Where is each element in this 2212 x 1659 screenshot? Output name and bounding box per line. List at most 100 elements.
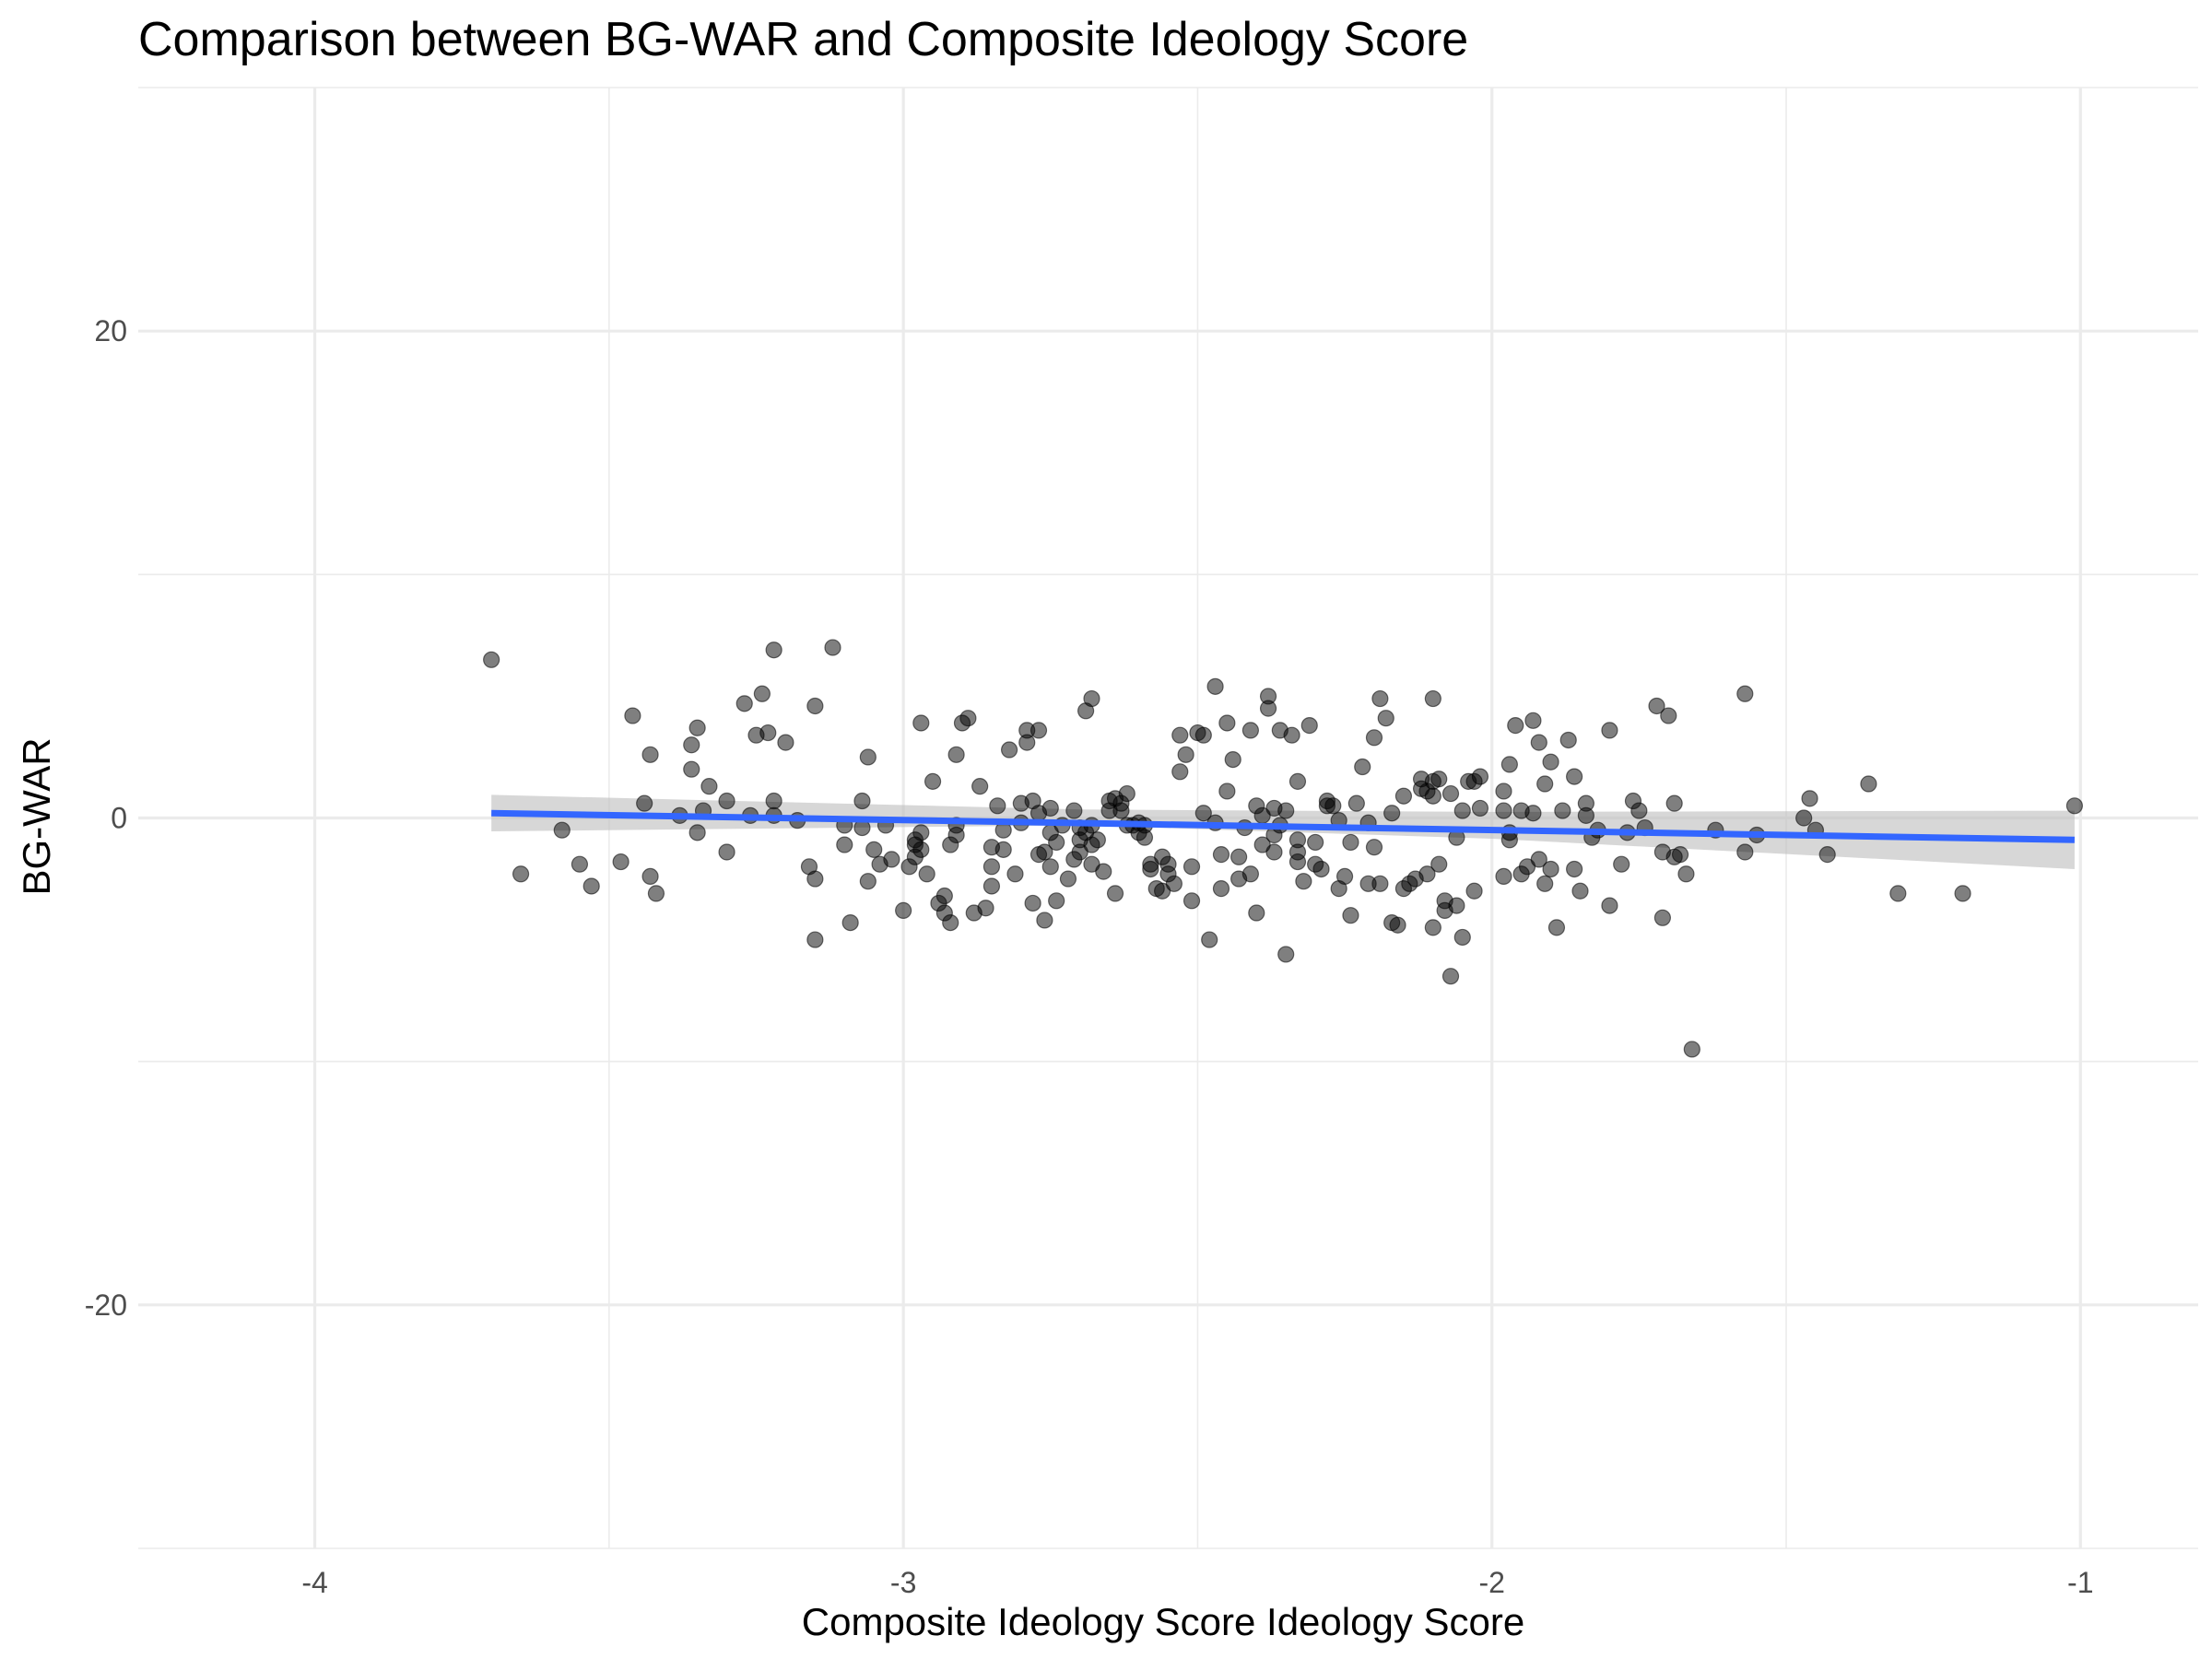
data-point <box>1613 855 1630 873</box>
data-point <box>1601 897 1618 914</box>
data-point <box>1377 710 1394 727</box>
data-point <box>982 877 1001 895</box>
data-point <box>1218 714 1236 732</box>
data-point <box>1307 833 1324 852</box>
data-point <box>895 901 912 919</box>
data-point <box>1495 782 1512 800</box>
data-point <box>735 695 753 712</box>
data-point <box>1448 897 1465 914</box>
data-point <box>1559 731 1577 749</box>
data-point <box>859 748 877 766</box>
data-point <box>1048 892 1065 910</box>
data-point <box>1577 806 1594 824</box>
data-point <box>647 885 665 902</box>
data-point <box>853 792 871 810</box>
data-point <box>1212 880 1230 898</box>
tick-labels: -4 -3 -2 -1 -20 0 20 <box>85 314 2094 1599</box>
data-point <box>1365 729 1383 747</box>
data-point <box>1571 882 1589 900</box>
data-point <box>1471 799 1489 818</box>
data-point <box>1536 775 1554 793</box>
data-point <box>765 641 782 659</box>
data-point <box>1736 685 1754 702</box>
data-point <box>1554 802 1571 819</box>
data-point <box>1024 894 1041 912</box>
data-point <box>1465 882 1483 900</box>
data-point <box>1241 722 1260 739</box>
data-point <box>1182 892 1201 910</box>
trend-line <box>491 809 2075 843</box>
data-point <box>1536 875 1554 892</box>
data-point <box>971 778 989 795</box>
x-tick-label: -4 <box>301 1566 327 1599</box>
data-point <box>1795 809 1813 827</box>
data-point <box>1030 722 1048 739</box>
data-point <box>1430 855 1448 873</box>
data-point <box>1283 726 1300 744</box>
data-point <box>1277 802 1295 819</box>
data-point <box>1041 799 1059 818</box>
data-point <box>1418 865 1436 883</box>
data-point <box>718 792 735 810</box>
data-point <box>1342 833 1359 852</box>
data-point <box>824 639 841 656</box>
data-point <box>1342 907 1359 924</box>
data-point <box>912 824 930 841</box>
data-point <box>1347 794 1365 812</box>
data-point <box>1860 775 1877 793</box>
data-point <box>1660 707 1677 724</box>
data-point <box>777 734 794 751</box>
data-point <box>806 870 824 888</box>
data-point <box>1648 697 1665 715</box>
data-point <box>1295 873 1312 890</box>
data-point <box>582 877 600 895</box>
data-point <box>1006 865 1024 883</box>
data-point <box>1106 885 1124 902</box>
data-point <box>753 685 771 702</box>
data-point <box>1277 946 1295 963</box>
data-point <box>1312 860 1330 878</box>
data-point <box>688 719 706 736</box>
data-point <box>1083 689 1100 708</box>
x-axis-title: Composite Ideology Score Ideology Score <box>802 1600 1524 1643</box>
data-point <box>483 651 500 668</box>
data-point <box>1671 846 1689 864</box>
data-point <box>1430 771 1448 788</box>
data-point <box>1389 916 1406 934</box>
data-point <box>1065 802 1083 819</box>
data-point <box>1524 712 1542 729</box>
data-point <box>1212 846 1230 864</box>
y-axis-title: BG-WAR <box>15 737 58 895</box>
data-point <box>1653 909 1672 926</box>
x-tick-label: -3 <box>890 1566 916 1599</box>
confidence-band <box>491 794 2075 869</box>
data-point <box>1665 794 1683 812</box>
data-point <box>1059 870 1077 888</box>
data-point <box>1371 875 1389 892</box>
data-point <box>765 792 782 810</box>
data-point <box>2065 797 2083 815</box>
data-point <box>1441 968 1460 985</box>
data-point <box>1288 843 1307 861</box>
data-point <box>1288 772 1307 790</box>
data-point <box>1542 753 1559 771</box>
data-point <box>1135 829 1154 846</box>
data-point <box>1230 848 1248 865</box>
data-point <box>977 900 994 917</box>
data-point <box>624 707 641 724</box>
data-point <box>718 843 735 861</box>
data-point <box>1371 689 1389 708</box>
data-point <box>1542 860 1559 878</box>
data-point <box>935 887 953 905</box>
data-point <box>1177 746 1194 763</box>
data-point <box>1300 717 1318 735</box>
data-point <box>1566 768 1583 785</box>
data-point <box>982 858 1001 876</box>
data-point <box>806 697 824 715</box>
data-point <box>1206 677 1224 695</box>
data-point <box>1677 865 1695 883</box>
data-point <box>994 841 1012 858</box>
data-point <box>1441 784 1460 803</box>
data-point <box>1530 734 1547 751</box>
